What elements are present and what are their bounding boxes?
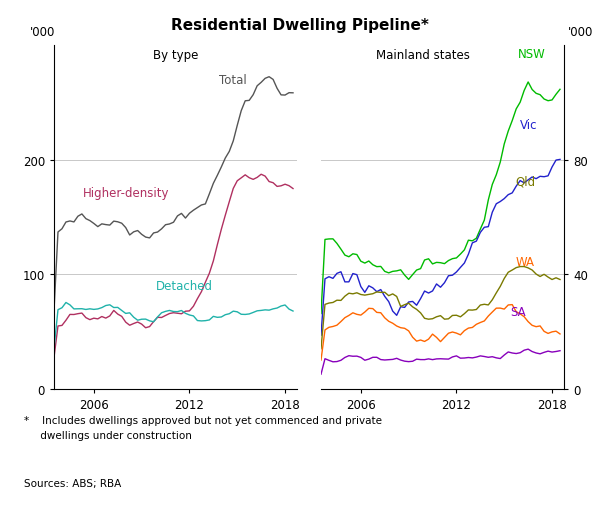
- Text: '000: '000: [568, 26, 593, 39]
- Text: Qld: Qld: [515, 175, 536, 188]
- Text: *    Includes dwellings approved but not yet commenced and private: * Includes dwellings approved but not ye…: [24, 415, 382, 425]
- Text: Total: Total: [219, 74, 247, 87]
- Text: dwellings under construction: dwellings under construction: [24, 430, 192, 440]
- Text: Mainland states: Mainland states: [376, 49, 470, 62]
- Text: Higher-density: Higher-density: [83, 187, 170, 200]
- Text: Residential Dwelling Pipeline*: Residential Dwelling Pipeline*: [171, 18, 429, 33]
- Text: SA: SA: [511, 305, 526, 319]
- Text: Sources: ABS; RBA: Sources: ABS; RBA: [24, 478, 121, 489]
- Text: WA: WA: [515, 256, 535, 269]
- Text: Detached: Detached: [156, 280, 213, 293]
- Text: By type: By type: [153, 49, 198, 62]
- Text: Vic: Vic: [520, 118, 538, 131]
- Text: NSW: NSW: [518, 48, 545, 61]
- Text: '000: '000: [30, 26, 55, 39]
